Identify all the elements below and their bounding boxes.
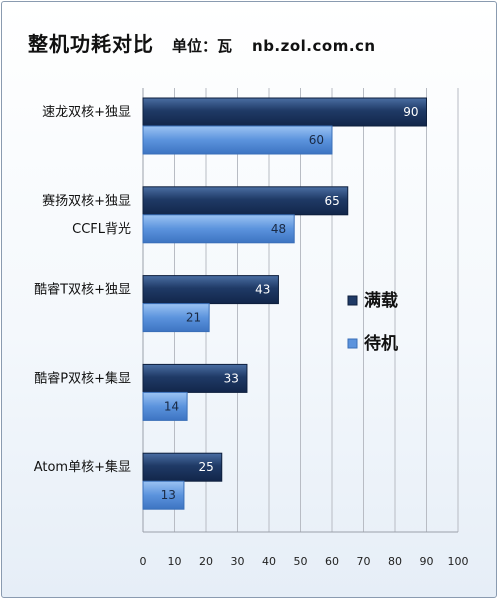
legend-swatch-1 bbox=[347, 338, 358, 349]
bar-standby-0 bbox=[142, 125, 333, 155]
x-tick-label: 20 bbox=[199, 555, 213, 568]
data-label: 21 bbox=[186, 311, 201, 325]
x-tick-label: 30 bbox=[231, 555, 245, 568]
legend-label: 满载 bbox=[364, 290, 398, 311]
bar-full-load-4 bbox=[142, 452, 223, 482]
bar-standby-2 bbox=[142, 303, 210, 333]
chart-title: 整机功耗对比 bbox=[28, 32, 154, 56]
bars: 90 60 65 48 43 21 33 14 25 13 bbox=[142, 97, 427, 510]
x-tick-label: 10 bbox=[168, 555, 182, 568]
bar-full-load-0 bbox=[142, 97, 427, 127]
data-label: 13 bbox=[161, 488, 176, 502]
site-label: nb.zol.com.cn bbox=[252, 37, 376, 55]
bar-standby-1 bbox=[142, 214, 295, 244]
x-tick-label: 60 bbox=[325, 555, 339, 568]
bar-full-load-3 bbox=[142, 363, 248, 393]
x-tick-label: 80 bbox=[388, 555, 402, 568]
data-label: 48 bbox=[271, 222, 286, 236]
x-tick-label: 90 bbox=[420, 555, 434, 568]
legend-label: 待机 bbox=[364, 333, 398, 354]
data-label: 60 bbox=[309, 133, 324, 147]
bar-full-load-1 bbox=[142, 186, 349, 216]
data-label: 14 bbox=[164, 399, 179, 413]
category-label: Atom单核+集显 bbox=[34, 459, 131, 475]
x-axis-ticks: 0 10 20 30 40 50 60 70 80 90 100 bbox=[140, 555, 469, 568]
unit-label: 单位：瓦 bbox=[172, 37, 233, 55]
data-label: 25 bbox=[198, 460, 213, 474]
category-label: 速龙双核+独显 bbox=[42, 105, 131, 120]
category-label: 酷睿T双核+独显 bbox=[34, 283, 131, 298]
header: 整机功耗对比 单位：瓦 nb.zol.com.cn bbox=[28, 28, 376, 58]
data-label: 90 bbox=[403, 105, 418, 119]
category-label: 赛扬双核+独显 bbox=[42, 193, 131, 209]
bar-standby-4 bbox=[142, 480, 185, 510]
category-label: 酷睿P双核+集显 bbox=[34, 370, 131, 386]
x-tick-label: 100 bbox=[448, 555, 469, 568]
x-tick-label: 0 bbox=[140, 555, 147, 568]
data-label: 43 bbox=[255, 283, 270, 297]
bar-standby-3 bbox=[142, 391, 188, 421]
category-label: CCFL背光 bbox=[72, 222, 131, 237]
data-label: 65 bbox=[324, 194, 339, 208]
legend-swatch-0 bbox=[347, 295, 358, 306]
x-tick-label: 70 bbox=[357, 555, 371, 568]
data-label: 33 bbox=[224, 371, 239, 385]
x-tick-label: 40 bbox=[262, 555, 276, 568]
x-tick-label: 50 bbox=[294, 555, 308, 568]
bar-full-load-2 bbox=[142, 275, 279, 305]
